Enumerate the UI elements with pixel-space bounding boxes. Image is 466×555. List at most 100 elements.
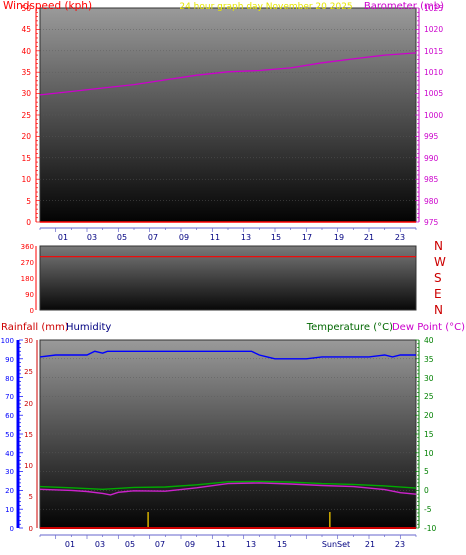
dewpoint-line <box>39 482 417 496</box>
x-tick-label: 17 <box>302 233 312 242</box>
temperature-tick: -10 <box>424 524 436 533</box>
direction-axis: 360 270 180 90 0 <box>21 243 34 315</box>
compass-label: S <box>434 271 442 285</box>
x-tick-label: 15 <box>277 540 287 549</box>
temperature-tick: 30 <box>424 374 434 383</box>
x-tick-label: 01 <box>58 233 68 242</box>
humidity-tick: 70 <box>5 393 14 401</box>
chart-caption: 24 hour graph day November 20 2025 <box>179 2 352 12</box>
barometer-tick: 980 <box>424 197 439 206</box>
rain-humidity-plot-area <box>40 340 416 528</box>
x-tick-label: 03 <box>87 233 97 242</box>
temperature-axis-title: Temperature (°C) <box>306 322 393 333</box>
direction-tick: 90 <box>25 291 34 299</box>
rainfall-tick: 15 <box>24 431 33 439</box>
barometer-axis-minor-ticks <box>415 7 419 223</box>
barometer-tick: 1020 <box>424 25 443 34</box>
x-tick-label: 05 <box>117 233 127 242</box>
barometer-axis: 1025 1020 1015 1010 1005 1000 995 990 98… <box>424 4 443 227</box>
wind-tick: 25 <box>21 111 31 120</box>
barometer-tick: 975 <box>424 218 439 227</box>
x-tick-label: 13 <box>246 540 256 549</box>
temperature-tick: 5 <box>424 467 429 476</box>
x-tick-label: 07 <box>148 233 158 242</box>
x-tick-label: 09 <box>185 540 195 549</box>
x-tick-label: 07 <box>155 540 165 549</box>
wind-axis-minor-ticks <box>36 7 40 223</box>
temperature-tick: 40 <box>424 336 434 345</box>
rainfall-tick: 20 <box>24 400 33 408</box>
barometer-tick: 1010 <box>424 68 443 77</box>
temperature-axis: 40 35 30 25 20 15 10 5 0 -5 -10 <box>424 336 436 533</box>
series-layer <box>39 52 417 529</box>
x-tick-label: 11 <box>210 233 220 242</box>
rainfall-tick: 10 <box>24 462 33 470</box>
dewpoint-axis-title: Dew Point (°C) <box>392 322 465 333</box>
temperature-tick: 10 <box>424 449 434 458</box>
x-tick-label: 15 <box>271 233 281 242</box>
x-axis-minor-ticks-bottom <box>39 535 417 539</box>
barometer-tick: 1015 <box>424 47 443 56</box>
wind-baro-plot-area <box>40 8 416 222</box>
rainfall-axis-title: Rainfall (mm) <box>1 322 69 333</box>
humidity-tick: 50 <box>5 431 14 439</box>
barometer-tick: 995 <box>424 132 439 141</box>
x-tick-label: 03 <box>95 540 105 549</box>
rainfall-tick: 30 <box>24 337 33 345</box>
x-axis-labels-top: 01 03 05 07 09 11 13 15 17 19 21 23 <box>58 233 405 242</box>
wind-tick: 20 <box>21 132 31 141</box>
humidity-axis: 100 90 80 70 60 50 40 30 20 10 0 <box>1 337 14 533</box>
direction-tick: 180 <box>21 275 34 283</box>
humidity-tick: 60 <box>5 412 14 420</box>
x-tick-label: 23 <box>395 233 405 242</box>
rainfall-tick: 5 <box>29 493 33 501</box>
barometer-tick: 1025 <box>424 4 443 13</box>
barometer-line <box>39 52 417 96</box>
x-tick-label: 19 <box>334 233 344 242</box>
x-tick-label: 23 <box>395 540 405 549</box>
barometer-tick: 1000 <box>424 111 443 120</box>
direction-tick: 270 <box>21 259 34 267</box>
humidity-axis-minor-ticks <box>19 339 23 529</box>
rainfall-tick: 25 <box>24 368 33 376</box>
temperature-tick: -5 <box>424 505 432 514</box>
wind-axis: 50 45 40 35 30 25 20 15 10 5 0 <box>21 4 31 227</box>
temperature-tick: 15 <box>424 430 434 439</box>
humidity-tick: 40 <box>5 450 14 458</box>
humidity-tick: 30 <box>5 468 14 476</box>
temperature-tick: 25 <box>424 392 434 401</box>
wind-axis-title: Windspeed (kph) <box>3 0 92 12</box>
wind-tick: 30 <box>21 89 31 98</box>
x-tick-label: 21 <box>365 540 375 549</box>
humidity-tick: 10 <box>5 506 14 514</box>
compass-label: W <box>434 255 446 269</box>
barometer-tick: 1005 <box>424 89 443 98</box>
rainfall-axis: 30 25 20 15 10 5 0 <box>24 337 33 533</box>
x-tick-label: 01 <box>65 540 75 549</box>
wind-tick: 35 <box>21 68 31 77</box>
wind-tick: 50 <box>21 4 31 13</box>
set-label: Set <box>337 540 350 549</box>
barometer-tick: 985 <box>424 175 439 184</box>
rainfall-tick: 0 <box>29 525 33 533</box>
x-tick-label: 09 <box>179 233 189 242</box>
wind-tick: 15 <box>21 154 31 163</box>
compass-label: N <box>434 303 443 317</box>
wind-tick: 5 <box>26 197 31 206</box>
wind-tick: 40 <box>21 47 31 56</box>
wind-tick: 10 <box>21 175 31 184</box>
direction-tick: 0 <box>30 307 34 315</box>
x-axis-minor-ticks-top <box>39 228 417 232</box>
wind-tick: 0 <box>26 218 31 227</box>
direction-tick: 360 <box>21 243 34 251</box>
temperature-tick: 0 <box>424 486 429 495</box>
barometer-axis-title: Barometer (mb) <box>364 1 444 12</box>
humidity-tick: 0 <box>10 525 14 533</box>
humidity-tick: 20 <box>5 487 14 495</box>
humidity-line <box>39 350 416 360</box>
sun-label: Sun <box>322 540 337 549</box>
temperature-tick: 20 <box>424 411 434 420</box>
wind-direction-frame <box>39 245 417 311</box>
humidity-axis-title: Humidity <box>66 322 111 333</box>
